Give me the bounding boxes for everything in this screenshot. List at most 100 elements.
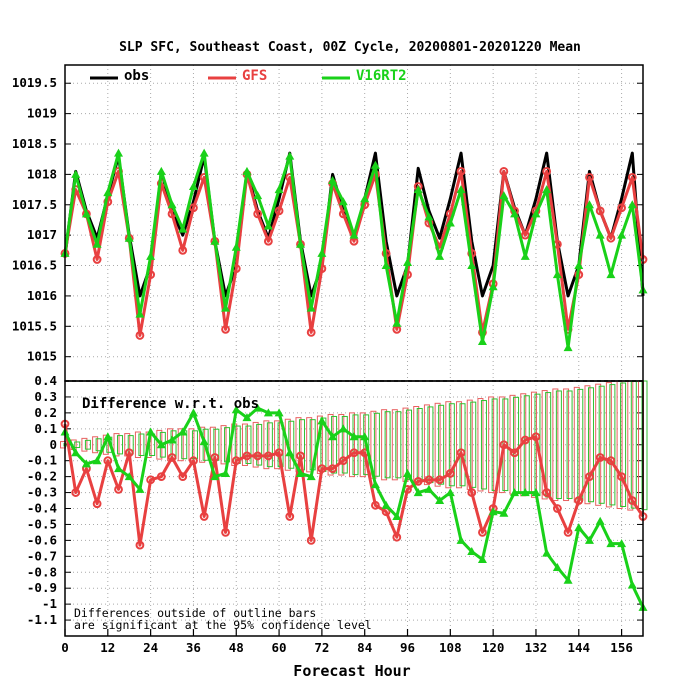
top-y-tick-label: 1016.5 [12,258,57,273]
bottom-point-V16RT2 [210,472,220,481]
top-point-V16RT2 [285,151,295,160]
bottom-point-V16RT2 [231,405,241,414]
bottom-point-V16RT2 [103,432,113,441]
bottom-point-GFS [328,464,337,474]
significance-bar-V16RT2 [641,380,648,511]
top-point-V16RT2 [295,239,305,248]
significance-bar-V16RT2 [245,425,252,464]
top-point-V16RT2 [156,166,166,175]
bottom-point-GFS [135,540,145,550]
bottom-point-GFS [413,477,423,486]
bottom-y-tick-label: 0.2 [34,405,57,420]
top-point-V16RT2 [253,191,263,200]
bottom-point-V16RT2 [81,459,91,468]
bottom-point-GFS [617,472,626,482]
top-point-V16RT2 [488,282,498,291]
top-point-V16RT2 [81,209,91,218]
top-point-V16RT2 [477,337,487,345]
significance-bar-GFS [220,425,227,465]
bottom-frame [64,380,644,637]
bottom-point-GFS [478,528,487,537]
top-point-V16RT2 [510,209,520,218]
bottom-point-V16RT2 [403,468,413,477]
top-y-tick-label: 1016 [27,288,57,303]
bottom-point-V16RT2 [124,472,134,481]
bottom-point-GFS [156,472,166,482]
bottom-point-GFS [167,453,177,462]
x-tick-label: 36 [186,640,201,655]
bottom-point-V16RT2 [477,555,487,563]
bottom-y-tick-label: -0.9 [27,580,57,595]
bottom-point-GFS [445,469,455,478]
top-point-V16RT2 [445,218,455,227]
bottom-y-tick-label: 0.4 [34,373,57,388]
significance-bar-GFS [541,390,548,500]
top-point-GFS [499,166,509,176]
x-tick-label: 120 [482,640,505,655]
significance-bar-GFS [563,388,570,502]
bottom-point-V16RT2 [306,472,316,481]
top-point-V16RT2 [552,270,562,279]
bottom-y-tick-label: -0.7 [27,548,57,563]
bottom-point-GFS [306,535,316,545]
bottom-point-V16RT2 [456,535,466,544]
bottom-point-GFS [627,496,637,505]
bottom-point-V16RT2 [381,500,391,509]
bottom-point-V16RT2 [253,403,263,412]
bottom-point-GFS [124,448,134,458]
bottom-point-V16RT2 [392,511,402,520]
significance-note-line: Differences outside of outline bars [74,606,316,620]
bottom-point-V16RT2 [574,523,584,532]
significance-bar-GFS [284,418,291,471]
top-point-V16RT2 [317,248,327,257]
significance-bar-V16RT2 [566,390,573,500]
significance-bar-V16RT2 [191,430,198,460]
top-point-V16RT2 [338,197,348,206]
bottom-point-GFS [371,500,380,510]
bottom-point-V16RT2 [467,547,477,556]
top-point-V16RT2 [328,175,338,184]
bottom-point-GFS [285,512,295,521]
bottom-point-GFS [221,528,230,537]
top-y-tick-label: 1018.5 [12,136,57,151]
legend-label-GFS: GFS [242,68,267,84]
top-point-V16RT2 [242,166,252,175]
significance-bar-GFS [391,409,398,481]
bottom-point-GFS [178,472,188,482]
bottom-point-GFS [606,456,616,466]
top-point-V16RT2 [435,251,445,260]
bottom-point-V16RT2 [338,424,348,433]
significance-bar-V16RT2 [138,433,145,456]
top-point-V16RT2 [146,251,156,260]
bottom-y-tick-label: -0.6 [27,532,57,547]
bottom-y-tick-label: -1.1 [27,612,57,627]
bottom-point-GFS [231,456,241,466]
bottom-point-GFS [146,475,156,485]
top-point-GFS [135,331,145,340]
significance-bar-GFS [552,388,559,502]
significance-bar-GFS [381,409,388,481]
bottom-point-V16RT2 [584,535,594,544]
significance-bar-V16RT2 [117,435,124,455]
top-y-tick-label: 1019 [27,106,57,121]
bottom-point-GFS [499,440,509,450]
bottom-point-V16RT2 [285,448,295,457]
significance-bar-GFS [605,382,612,508]
x-tick-label: 12 [100,640,115,655]
x-tick-label: 132 [525,640,548,655]
x-tick-label: 48 [229,640,244,655]
significance-bar-GFS [359,412,366,478]
top-y-tick-label: 1018 [27,166,57,181]
top-point-V16RT2 [231,242,241,251]
x-tick-label: 60 [272,640,287,655]
top-point-GFS [627,173,637,182]
bottom-point-GFS [92,499,102,509]
bottom-point-V16RT2 [135,484,145,493]
bottom-point-GFS [338,456,348,466]
top-point-V16RT2 [210,236,220,245]
significance-bar-V16RT2 [555,390,562,500]
bottom-point-V16RT2 [510,488,520,497]
top-point-GFS [456,166,466,176]
top-point-V16RT2 [274,185,284,194]
